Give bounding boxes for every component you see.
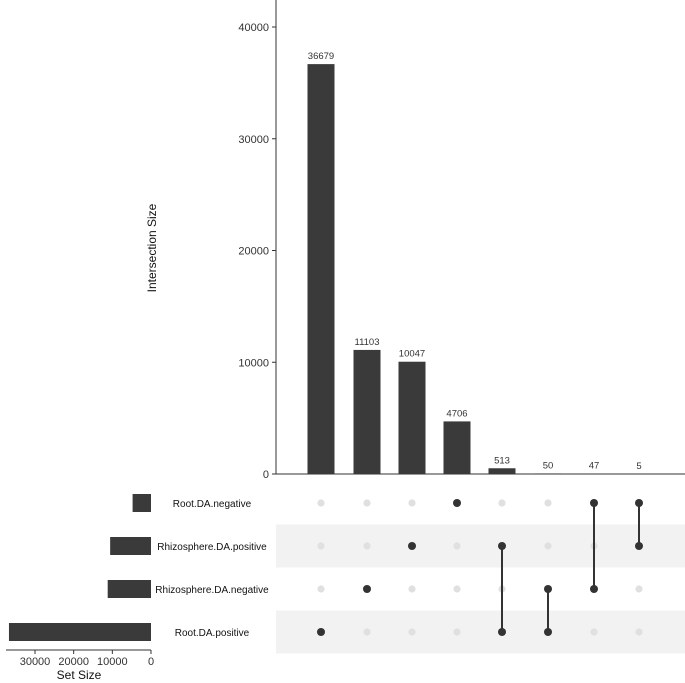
intersection-y-axis-title: Intersection Size (145, 203, 159, 292)
matrix-dot-inactive (544, 542, 552, 550)
set-label: Root.DA.negative (173, 499, 252, 510)
set-size-bar (8, 623, 151, 641)
intersection-bar (398, 361, 426, 474)
set-label: Root.DA.positive (175, 628, 250, 639)
matrix-dot-inactive (317, 499, 325, 507)
matrix-dot-active (544, 585, 552, 593)
set-size-axis: Set Size 30000 20000 10000 0 (6, 649, 154, 682)
matrix-dot-inactive (408, 628, 416, 636)
matrix-row-stripes (276, 524, 685, 654)
set-size-bars (8, 494, 151, 641)
matrix-dot-inactive (453, 542, 461, 550)
intersection-bar-label: 4706 (446, 408, 467, 419)
matrix-dot-inactive (635, 628, 643, 636)
matrix-dot-inactive (453, 585, 461, 593)
intersection-y-tick-label: 10000 (238, 357, 269, 369)
matrix-dot-active (635, 542, 643, 550)
matrix-dot-inactive (544, 499, 552, 507)
matrix-dot-active (635, 499, 643, 507)
set-label: Rhizosphere.DA.positive (157, 542, 267, 553)
matrix-dot-active (590, 585, 598, 593)
set-size-x-axis-title: Set Size (57, 668, 102, 682)
intersection-bar-label: 5 (636, 461, 641, 472)
matrix-dot-inactive (363, 628, 371, 636)
matrix-dot-inactive (317, 585, 325, 593)
set-size-tick-label: 10000 (97, 656, 128, 668)
intersection-y-tick-label: 30000 (238, 134, 269, 146)
matrix-dot-active (544, 628, 552, 636)
intersection-matrix (317, 499, 643, 636)
matrix-dot-inactive (363, 499, 371, 507)
matrix-row-stripe (276, 524, 685, 568)
intersection-bar (488, 468, 516, 474)
set-label: Rhizosphere.DA.negative (155, 585, 269, 596)
set-size-bar (132, 494, 151, 512)
intersection-bar (443, 421, 471, 474)
intersection-bar-label: 10047 (399, 349, 425, 360)
intersection-bar (353, 349, 381, 474)
intersection-bar-label: 47 (589, 460, 600, 471)
intersection-size-axis: Intersection Size 0 10000 20000 30000 40000 (145, 0, 685, 481)
matrix-row-stripe (276, 610, 685, 654)
matrix-dot-active (363, 585, 371, 593)
matrix-dot-active (453, 499, 461, 507)
matrix-dot-active (317, 628, 325, 636)
matrix-dot-inactive (498, 499, 506, 507)
matrix-dot-inactive (317, 542, 325, 550)
set-size-tick-label: 30000 (20, 656, 51, 668)
matrix-dot-inactive (635, 585, 643, 593)
intersection-y-tick-label: 40000 (238, 22, 269, 34)
matrix-dot-inactive (408, 499, 416, 507)
matrix-dot-active (498, 628, 506, 636)
intersection-y-tick-label: 0 (263, 469, 269, 481)
intersection-bar-label: 36679 (308, 51, 334, 62)
intersection-bar-label: 50 (543, 460, 554, 471)
intersection-bars: 36679 11103 10047 4706 513 50 47 5 (307, 51, 653, 474)
intersection-y-tick-label: 20000 (238, 246, 269, 258)
intersection-bar-label: 11103 (354, 337, 379, 348)
set-size-bar (107, 580, 151, 598)
intersection-bar (534, 473, 562, 474)
set-size-tick-label: 0 (148, 656, 154, 668)
intersection-bar (580, 473, 608, 474)
intersection-bar (307, 64, 335, 474)
matrix-dot-inactive (363, 542, 371, 550)
matrix-dot-inactive (408, 585, 416, 593)
set-size-bar (110, 537, 151, 555)
matrix-dot-inactive (453, 628, 461, 636)
matrix-dot-active (408, 542, 416, 550)
set-size-tick-label: 20000 (58, 656, 89, 668)
matrix-dot-active (498, 542, 506, 550)
intersection-bar-label: 513 (494, 455, 510, 466)
matrix-dot-active (590, 499, 598, 507)
set-labels: Root.DA.negative Rhizosphere.DA.positive R… (155, 499, 269, 639)
matrix-dot-inactive (590, 628, 598, 636)
